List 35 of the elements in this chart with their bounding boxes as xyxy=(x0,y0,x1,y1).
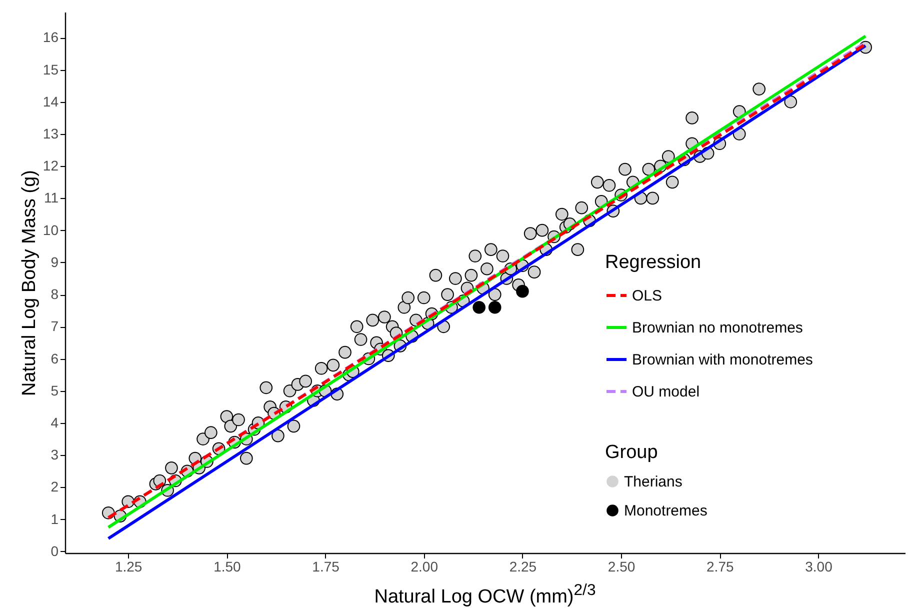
x-tick-label: 2.25 xyxy=(509,558,537,574)
y-tick-label: 2 xyxy=(50,478,59,495)
y-tick-label: 6 xyxy=(50,350,59,366)
x-tick-label: 2.75 xyxy=(706,558,734,574)
x-tick-label: 3.00 xyxy=(805,558,833,574)
y-axis-title: Natural Log Body Mass (g) xyxy=(18,170,40,396)
x-tick-label: 2.00 xyxy=(410,558,438,574)
x-tick-label: 1.75 xyxy=(312,558,340,574)
y-tick-label: 10 xyxy=(42,222,59,238)
text: Regression xyxy=(605,252,702,273)
y-tick-label: 16 xyxy=(42,29,59,46)
y-tick-label: 3 xyxy=(50,446,59,463)
text: Group xyxy=(605,442,658,463)
x-tick-label: 1.50 xyxy=(214,558,242,574)
legend-label: Monotremes xyxy=(624,502,708,520)
y-tick-label: 4 xyxy=(50,414,59,430)
legend-label: Brownian with monotremes xyxy=(632,352,813,368)
y-tick-label: 7 xyxy=(50,318,59,334)
x-tick-label: 2.50 xyxy=(608,558,636,574)
y-tick-label: 13 xyxy=(42,126,59,142)
y-tick-label: 11 xyxy=(44,190,59,206)
legend-label: OLS xyxy=(632,288,662,304)
legend-label: Brownian no monotremes xyxy=(632,320,803,336)
legend-label: OU model xyxy=(632,384,700,400)
y-tick-label: 9 xyxy=(50,254,59,270)
y-tick-label: 1 xyxy=(50,510,59,527)
y-tick-label: 8 xyxy=(50,286,59,302)
y-tick-label: 14 xyxy=(42,93,59,110)
x-tick-label: 1.25 xyxy=(114,558,142,574)
y-tick-label: 12 xyxy=(42,158,59,174)
legend-label: Therians xyxy=(624,474,682,490)
y-tick-label: 15 xyxy=(42,61,59,78)
x-axis-title: Natural Log OCW (mm)$^{2/3}$ xyxy=(373,582,597,608)
y-tick-label: 5 xyxy=(50,382,59,398)
y-tick-label: 0 xyxy=(50,542,59,559)
